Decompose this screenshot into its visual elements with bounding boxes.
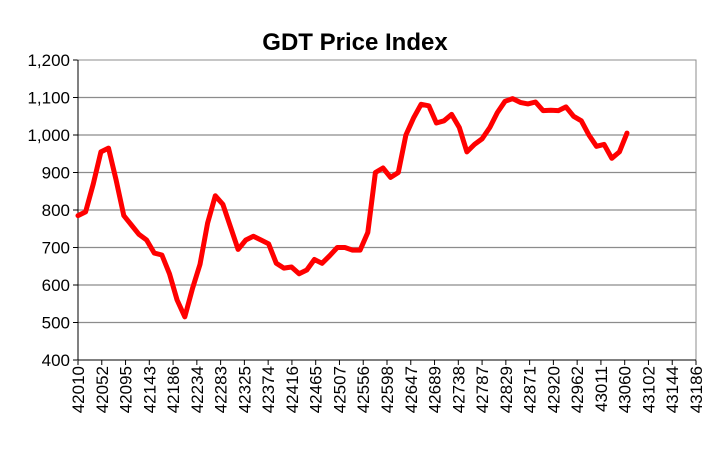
series-line-0 <box>75 96 630 320</box>
x-tick-label: 42738 <box>449 366 468 413</box>
gridlines <box>78 96 696 324</box>
x-tick-label: 43060 <box>616 366 635 413</box>
y-tick-label: 700 <box>42 239 70 258</box>
x-tick-label: 42143 <box>140 366 159 413</box>
x-tick-label: 42010 <box>69 366 88 413</box>
x-tick-label: 42556 <box>354 366 373 413</box>
x-tick-label: 42374 <box>259 366 278 413</box>
x-tick-label: 42283 <box>212 366 231 413</box>
x-tick-label: 42095 <box>117 366 136 413</box>
y-tick-label: 1,000 <box>27 126 70 145</box>
x-tick-label: 43186 <box>687 366 706 413</box>
x-tick-label: 42829 <box>497 366 516 413</box>
x-tick-label: 42186 <box>164 366 183 413</box>
x-tick-label: 42465 <box>307 366 326 413</box>
x-tick-label: 42325 <box>235 366 254 413</box>
y-tick-label: 1,200 <box>27 51 70 70</box>
x-tick-label: 42052 <box>93 366 112 413</box>
x-tick-label: 42787 <box>473 366 492 413</box>
y-tick-label: 500 <box>42 314 70 333</box>
x-tick-label: 42507 <box>330 366 349 413</box>
y-tick-label: 900 <box>42 164 70 183</box>
x-tick-label: 43144 <box>663 366 682 413</box>
x-tick-label: 42647 <box>402 366 421 413</box>
chart-title: GDT Price Index <box>262 29 448 56</box>
x-tick-label: 42598 <box>378 366 397 413</box>
x-tick-label: 42416 <box>283 366 302 413</box>
x-tick-label: 42234 <box>188 366 207 413</box>
y-axis-tick-labels: 400 500 600 700 800 900 1,000 1,100 1,200 <box>27 51 78 370</box>
x-tick-label: 42962 <box>568 366 587 413</box>
x-tick-label: 43011 <box>592 366 611 412</box>
y-tick-label: 1,100 <box>27 89 70 108</box>
x-tick-label: 42920 <box>544 366 563 413</box>
x-axis-tick-labels: 42010 42052 42095 42143 42186 42234 42283 42325… <box>69 360 706 413</box>
x-tick-label: 42871 <box>521 366 540 413</box>
series-layer <box>75 96 630 320</box>
y-tick-label: 600 <box>42 276 70 295</box>
x-tick-label: 42689 <box>426 366 445 413</box>
x-tick-label: 43102 <box>639 366 658 413</box>
y-tick-label: 400 <box>42 351 70 370</box>
y-tick-label: 800 <box>42 201 70 220</box>
